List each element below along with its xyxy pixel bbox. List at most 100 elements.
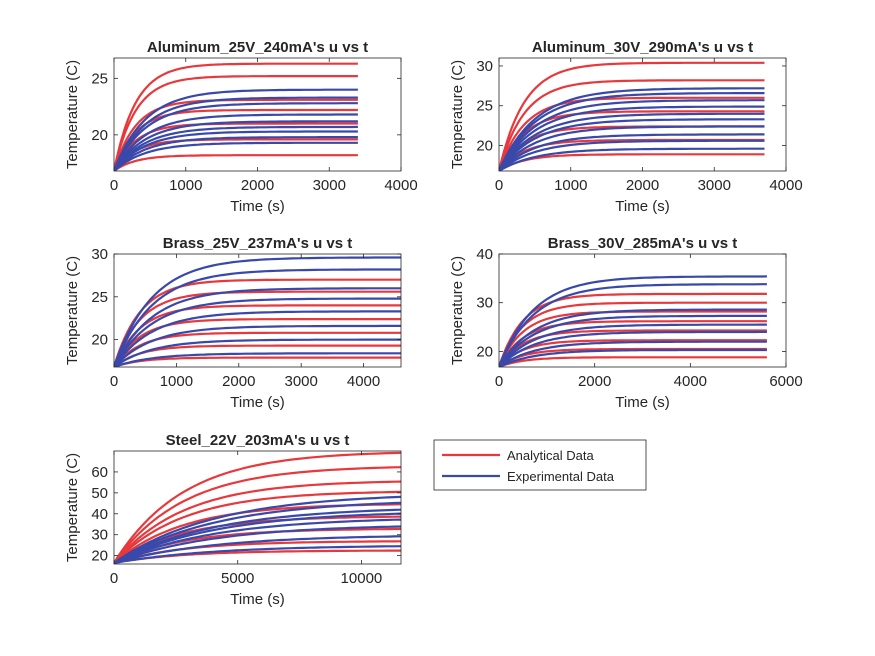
y-tick-label: 20 [91, 548, 108, 565]
experimental-line-2 [499, 139, 765, 171]
analytical-line-7 [499, 61, 765, 171]
x-axis-label: Time (s) [230, 198, 284, 215]
y-axis-label: Temperature (C) [64, 60, 81, 169]
x-tick-label: 5000 [221, 570, 254, 587]
y-tick-label: 20 [476, 138, 493, 155]
axes-box [113, 450, 402, 565]
y-axis-label: Temperature (C) [449, 60, 466, 169]
x-tick-label: 2000 [241, 177, 274, 194]
experimental-line-1 [114, 545, 401, 564]
y-tick-label: 20 [91, 127, 108, 144]
experimental-line-8 [114, 256, 401, 367]
experimental-line-2 [114, 338, 401, 367]
legend-box [433, 439, 647, 491]
experimental-line-1 [499, 348, 767, 367]
series-group [499, 275, 767, 367]
x-axis-label: Time (s) [615, 198, 669, 215]
x-tick-label: 4000 [769, 177, 802, 194]
experimental-line-3 [114, 130, 358, 171]
y-axis-label: Temperature (C) [449, 256, 466, 365]
experimental-line-7 [499, 283, 767, 367]
series-group [114, 451, 401, 564]
x-tick-label: 10000 [341, 570, 383, 587]
experimental-line-4 [499, 125, 765, 171]
analytical-line-9 [114, 451, 401, 564]
experimental-line-3 [499, 330, 767, 367]
experimental-line-5 [114, 120, 358, 171]
x-tick-label: 6000 [769, 373, 802, 390]
y-tick-label: 25 [91, 70, 108, 87]
x-tick-label: 2000 [578, 373, 611, 390]
x-tick-label: 3000 [313, 177, 346, 194]
y-tick-label: 30 [91, 246, 108, 263]
experimental-line-7 [114, 268, 401, 367]
x-tick-label: 0 [495, 177, 503, 194]
analytical-line-3 [114, 331, 401, 367]
experimental-line-3 [499, 133, 765, 171]
y-tick-label: 40 [91, 506, 108, 523]
legend: Analytical Data Experimental Data [433, 439, 647, 491]
x-tick-label: 4000 [347, 373, 380, 390]
series-group [114, 62, 358, 171]
x-tick-label: 1000 [169, 177, 202, 194]
analytical-line-8 [114, 466, 401, 564]
experimental-line-2 [114, 136, 358, 171]
subplot-2: 0 1000 2000 3000 4000 20 25 30 Aluminum_30V_290m… [449, 39, 803, 215]
axes-box [113, 253, 402, 368]
x-tick-label: 0 [110, 373, 118, 390]
subplot-title: Aluminum_25V_240mA's u vs t [147, 39, 368, 56]
analytical-line-7 [114, 480, 401, 564]
experimental-line-2 [499, 340, 767, 367]
x-axis-label: Time (s) [615, 394, 669, 411]
y-axis-label: Temperature (C) [64, 453, 81, 562]
experimental-line-4 [114, 310, 401, 367]
y-tick-label: 30 [476, 58, 493, 75]
experimental-line-2 [114, 535, 401, 564]
experimental-line-1 [114, 141, 358, 171]
experimental-line-5 [499, 314, 767, 367]
subplot-5: 0 5000 10000 20 30 40 50 60 Steel_22V_203mA's u … [64, 432, 402, 608]
x-tick-label: 0 [110, 570, 118, 587]
legend-label: Experimental Data [507, 469, 615, 484]
subplot-4: 0 2000 4000 6000 20 30 40 Brass_30V_285mA's u v… [449, 235, 803, 411]
x-tick-label: 1000 [554, 177, 587, 194]
analytical-line-7 [114, 62, 358, 171]
experimental-line-8 [499, 275, 767, 367]
experimental-line-4 [114, 125, 358, 171]
x-tick-label: 2000 [222, 373, 255, 390]
y-tick-label: 25 [476, 98, 493, 115]
experimental-line-1 [114, 352, 401, 367]
y-tick-label: 30 [91, 527, 108, 544]
analytical-line-6 [114, 490, 401, 564]
subplot-title: Steel_22V_203mA's u vs t [166, 432, 350, 449]
experimental-line-6 [499, 308, 767, 367]
experimental-line-4 [499, 323, 767, 367]
experimental-line-5 [499, 118, 765, 171]
experimental-line-6 [114, 287, 401, 367]
x-tick-label: 4000 [384, 177, 417, 194]
experimental-line-7 [499, 105, 765, 171]
experimental-line-3 [114, 324, 401, 367]
x-tick-label: 3000 [284, 373, 317, 390]
subplot-title: Aluminum_30V_290mA's u vs t [532, 39, 753, 56]
analytical-line-1 [499, 356, 767, 367]
experimental-line-5 [114, 297, 401, 367]
x-tick-label: 3000 [698, 177, 731, 194]
analytical-line-6 [114, 75, 358, 171]
experimental-line-9 [114, 88, 358, 171]
experimental-line-8 [114, 96, 358, 171]
y-tick-label: 25 [91, 289, 108, 306]
x-axis-label: Time (s) [230, 591, 284, 608]
subplot-1: 0 1000 2000 3000 4000 20 25 Aluminum_25V_240mA'… [64, 39, 418, 215]
experimental-line-1 [499, 147, 765, 171]
x-tick-label: 1000 [160, 373, 193, 390]
x-tick-label: 4000 [674, 373, 707, 390]
experimental-line-10 [499, 87, 765, 171]
y-tick-label: 30 [476, 295, 493, 312]
series-group [499, 61, 765, 171]
axes-box [498, 253, 787, 368]
subplot-title: Brass_30V_285mA's u vs t [548, 235, 738, 252]
analytical-line-1 [114, 154, 358, 171]
subplot-3: 0 1000 2000 3000 4000 20 25 30 Brass_25V_237mA's… [64, 235, 402, 411]
analytical-line-6 [499, 79, 765, 171]
